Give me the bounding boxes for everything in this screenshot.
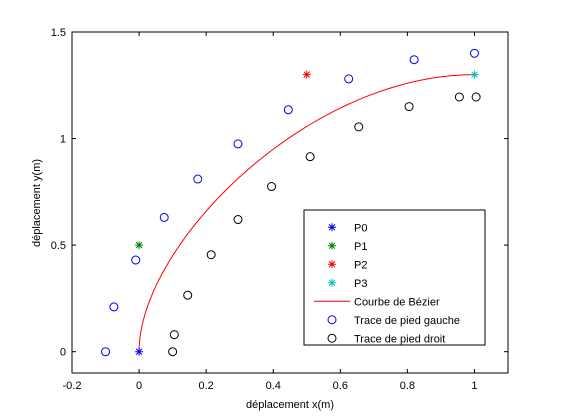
point-trace-de-pied-droit (169, 330, 179, 340)
point-trace-de-pied-droit (183, 290, 193, 300)
point-trace-de-pied-gauche (409, 55, 419, 65)
point-trace-de-pied-droit (233, 215, 243, 225)
point-trace-de-pied-droit (267, 182, 277, 192)
ticks-layer: -0.2 0 0.2 0.4 0.6 0.8 1 0 0.5 1 1.5 (51, 27, 508, 392)
legend-label-trace-de-pied-gauche: Trace de pied gauche (354, 315, 460, 327)
point-trace-de-pied-gauche (101, 347, 111, 357)
legend: P0 P1 P2 P3 Courbe de Bézier Trace de pied ga… (303, 209, 486, 346)
x-tick-label: 0.6 (333, 380, 348, 392)
point-trace-de-pied-droit (168, 347, 178, 357)
point-p0 (135, 347, 144, 356)
legend-marker-trace-de-pied-droit (327, 333, 337, 343)
legend-label-courbe-de-bezier: Courbe de Bézier (354, 296, 440, 308)
bezier-curve (138, 74, 475, 352)
x-axis-label: déplacement x(m) (246, 399, 334, 411)
x-tick-label: 0 (136, 380, 142, 392)
legend-marker-p3 (328, 278, 336, 287)
point-trace-de-pied-gauche (233, 139, 243, 149)
curve-layer (138, 74, 475, 352)
point-p2 (302, 70, 311, 79)
point-p1 (135, 241, 144, 250)
point-trace-de-pied-gauche (109, 302, 119, 312)
points-layer (101, 48, 481, 357)
point-trace-de-pied-droit (206, 250, 216, 260)
y-tick-label: 0 (60, 347, 66, 359)
x-tick-label: -0.2 (63, 380, 82, 392)
legend-label-p1: P1 (354, 241, 367, 253)
point-trace-de-pied-gauche (283, 105, 293, 115)
point-trace-de-pied-droit (354, 122, 364, 132)
point-p3 (470, 70, 479, 79)
legend-marker-p1 (328, 241, 336, 250)
point-trace-de-pied-droit (305, 152, 315, 162)
y-tick-label: 0.5 (51, 240, 66, 252)
legend-marker-p0 (328, 223, 336, 232)
point-trace-de-pied-droit (471, 92, 481, 102)
legend-label-p3: P3 (354, 278, 367, 290)
legend-label-trace-de-pied-droit: Trace de pied droit (354, 333, 445, 345)
legend-box (303, 209, 486, 346)
point-trace-de-pied-gauche (344, 74, 354, 84)
point-trace-de-pied-gauche (159, 212, 169, 222)
point-trace-de-pied-gauche (193, 174, 203, 184)
y-axis-label: déplacement y(m) (31, 159, 43, 247)
x-tick-label: 1 (471, 380, 477, 392)
point-trace-de-pied-gauche (469, 48, 479, 58)
legend-label-p2: P2 (354, 259, 367, 271)
y-tick-label: 1.5 (51, 27, 66, 39)
legend-label-p0: P0 (354, 222, 367, 234)
legend-marker-p2 (328, 260, 336, 269)
legend-marker-trace-de-pied-gauche (327, 315, 337, 325)
point-trace-de-pied-droit (404, 102, 414, 112)
x-tick-label: 0.4 (266, 380, 281, 392)
point-trace-de-pied-droit (454, 92, 464, 102)
x-tick-label: 0.2 (199, 380, 214, 392)
y-tick-label: 1 (60, 134, 66, 146)
point-trace-de-pied-gauche (131, 255, 141, 265)
x-tick-label: 0.8 (400, 380, 415, 392)
